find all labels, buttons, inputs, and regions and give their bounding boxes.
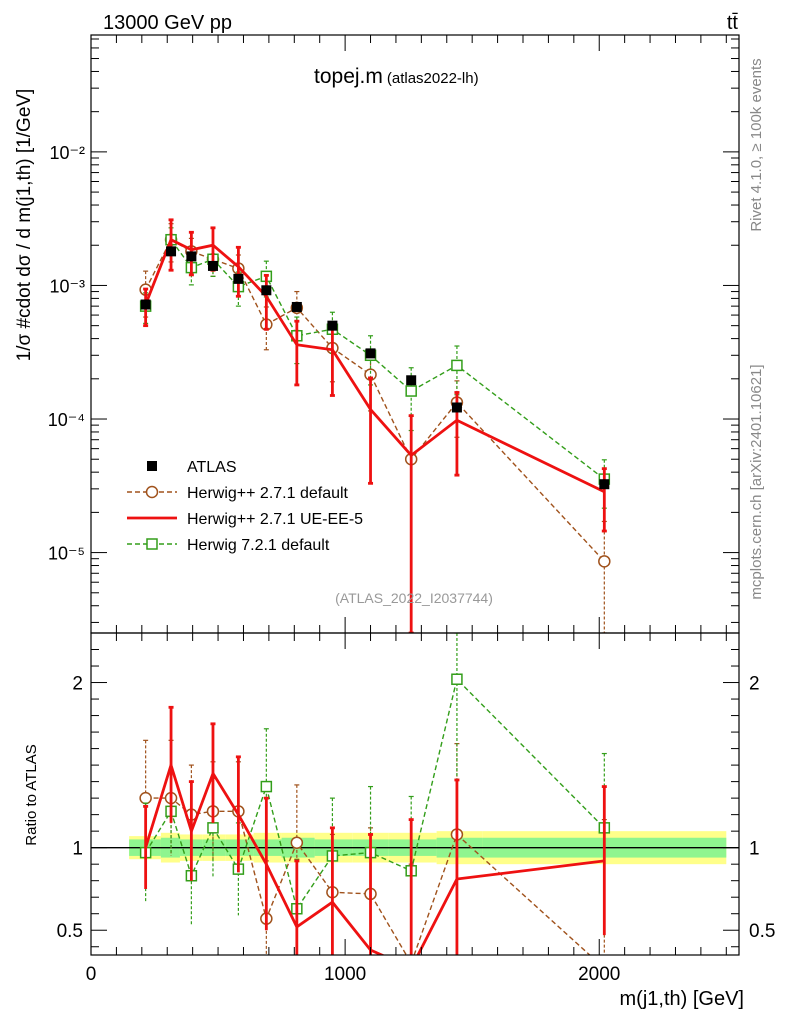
data-point (233, 273, 244, 284)
data-point (365, 348, 376, 359)
data-point (451, 402, 462, 413)
ratio-tick-label-right: 2 (749, 674, 760, 695)
data-point (186, 251, 197, 262)
ratio-tick-label-right: 1 (749, 839, 760, 860)
data-point (207, 260, 218, 271)
ratio-tick-label-right: 0.5 (749, 921, 775, 942)
main-panel: 10⁻⁵ 10⁻⁴ 10⁻³ 10⁻² topej.m (atlas2022-lh) (… (14, 34, 740, 634)
process-label: tt̄ (727, 12, 739, 34)
mcplots-label: mcplots.cern.ch [arXiv:2401.10621] (748, 364, 765, 599)
x-tick-label: 1000 (324, 964, 366, 985)
y-tick-label: 10⁻² (49, 143, 85, 163)
chart-title-sub: (atlas2022-lh) (387, 70, 479, 87)
y-tick-label: 10⁻³ (49, 276, 85, 296)
legend: ATLAS Herwig++ 2.7.1 default Herwig++ 2.7.… (127, 459, 363, 554)
ratio-frame (90, 632, 740, 956)
data-point (406, 375, 417, 386)
legend-marker-circle (145, 485, 159, 499)
ratio-point-circle (139, 791, 152, 805)
series-point-square (405, 385, 417, 397)
ratio-point-square (451, 673, 463, 685)
analysis-watermark: (ATLAS_2022_I2037744) (335, 590, 493, 606)
y-tick-label: 10⁻⁵ (48, 544, 85, 564)
series-point-square (451, 359, 463, 372)
y-axis-label: 1/σ #cdot dσ / d m(j1,th) [1/GeV] (14, 89, 35, 362)
data-point (261, 285, 272, 296)
x-tick-label: 2000 (578, 964, 620, 985)
ratio-tick-label: 2 (72, 674, 83, 695)
rivet-version-label: Rivet 4.1.0, ≥ 100k events (748, 58, 765, 231)
ratio-point-square (260, 780, 273, 793)
chart-title: topej.m (atlas2022-lh) (314, 65, 479, 88)
beam-label: 13000 GeV pp (103, 12, 232, 34)
ratio-line-1 (144, 760, 605, 955)
ratio-axis-label: Ratio to ATLAS (23, 744, 40, 845)
ratio-line-2 (145, 677, 605, 911)
data-point (140, 299, 151, 310)
legend-label: ATLAS (187, 459, 237, 476)
ratio-point-square (207, 822, 219, 834)
ratio-tick-label: 1 (72, 839, 83, 860)
legend-marker-square (146, 538, 158, 550)
x-tick-label: 0 (86, 964, 97, 985)
x-axis-label: m(j1,th) [GeV] (620, 988, 744, 1010)
legend-label: Herwig++ 2.7.1 default (187, 485, 349, 502)
legend-label: Herwig++ 2.7.1 UE-EE-5 (187, 511, 363, 528)
ratio-tick-label: 0.5 (57, 921, 83, 942)
ratio-panel: 0.5 0.5 1 1 2 2 Ratio to ATLAS (23, 632, 775, 956)
data-point (327, 320, 338, 331)
legend-label: Herwig 7.2.1 default (187, 537, 330, 554)
legend-marker-data (147, 461, 157, 471)
data-point (166, 246, 177, 257)
ratio-line-0 (145, 797, 591, 955)
series-line-1 (144, 237, 605, 494)
y-tick-label: 10⁻⁴ (48, 410, 85, 430)
ratio-point-circle (290, 836, 304, 849)
data-point (291, 301, 302, 312)
data-point (599, 479, 610, 490)
series-point-circle (598, 555, 611, 568)
chart-title-main: topej.m (314, 65, 383, 88)
